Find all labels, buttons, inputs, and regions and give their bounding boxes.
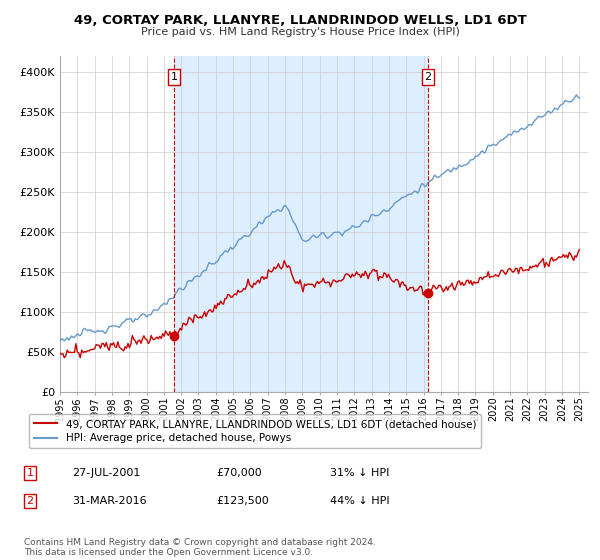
Text: 44% ↓ HPI: 44% ↓ HPI — [330, 496, 389, 506]
Text: Price paid vs. HM Land Registry's House Price Index (HPI): Price paid vs. HM Land Registry's House … — [140, 27, 460, 37]
Text: 27-JUL-2001: 27-JUL-2001 — [72, 468, 140, 478]
Text: 31% ↓ HPI: 31% ↓ HPI — [330, 468, 389, 478]
Text: £70,000: £70,000 — [216, 468, 262, 478]
Text: 49, CORTAY PARK, LLANYRE, LLANDRINDOD WELLS, LD1 6DT: 49, CORTAY PARK, LLANYRE, LLANDRINDOD WE… — [74, 14, 526, 27]
Text: 31-MAR-2016: 31-MAR-2016 — [72, 496, 146, 506]
Text: 2: 2 — [26, 496, 34, 506]
Bar — [174, 56, 428, 392]
Legend: 49, CORTAY PARK, LLANYRE, LLANDRINDOD WELLS, LD1 6DT (detached house), HPI: Aver: 49, CORTAY PARK, LLANYRE, LLANDRINDOD WE… — [29, 414, 481, 449]
Text: £123,500: £123,500 — [216, 496, 269, 506]
Text: 1: 1 — [170, 72, 178, 82]
Text: Contains HM Land Registry data © Crown copyright and database right 2024.
This d: Contains HM Land Registry data © Crown c… — [24, 538, 376, 557]
Text: 1: 1 — [26, 468, 34, 478]
Text: 2: 2 — [424, 72, 431, 82]
